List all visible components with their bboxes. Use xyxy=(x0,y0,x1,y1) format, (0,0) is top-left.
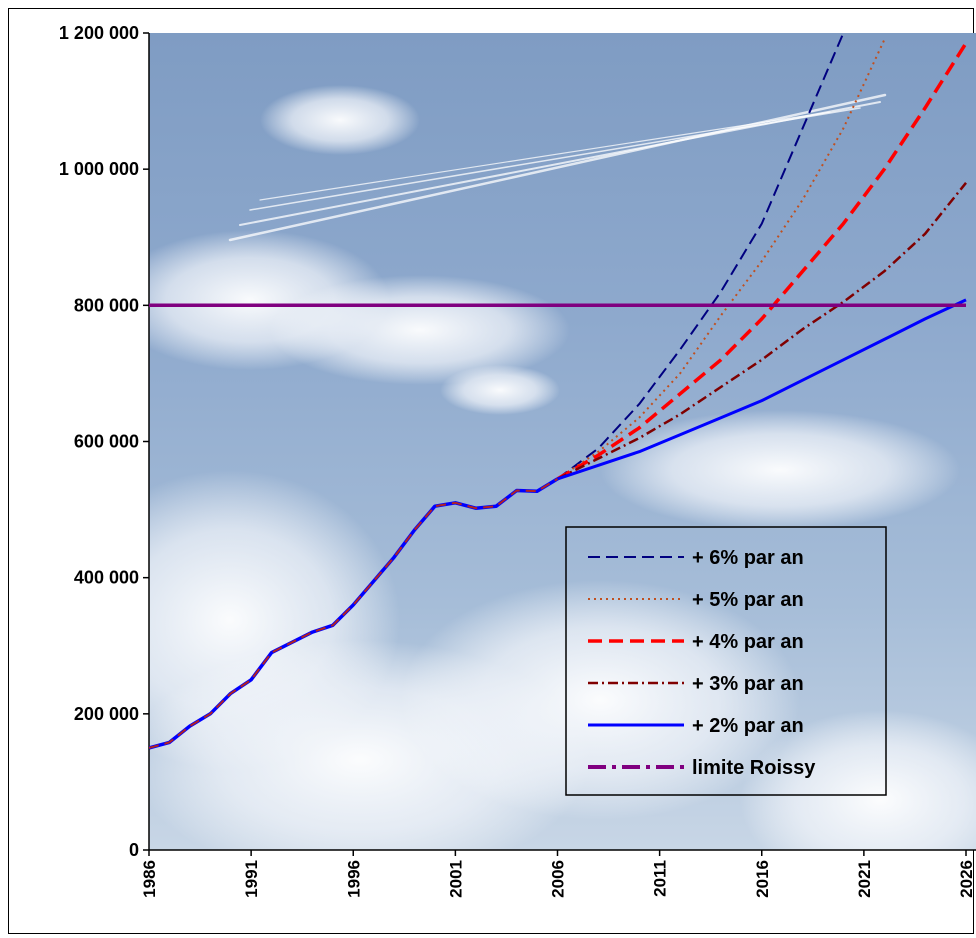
x-tick-label: 2011 xyxy=(651,860,670,897)
y-ticks: 0 200 000 400 000 600 000 800 000 1 000 000 1 … xyxy=(59,23,149,860)
y-tick-label: 1 000 000 xyxy=(59,159,139,179)
cloud xyxy=(600,410,960,530)
series-line-6-par-an xyxy=(556,33,845,480)
legend-label: + 3% par an xyxy=(692,673,804,695)
series-line-4-par-an xyxy=(556,42,968,481)
y-tick-label: 800 000 xyxy=(74,295,139,315)
historical-line-overlay xyxy=(149,478,559,749)
contrails xyxy=(228,93,887,242)
x-tick-label: 1991 xyxy=(242,860,261,898)
y-tick-label: 400 000 xyxy=(74,568,139,588)
legend-label: + 2% par an xyxy=(692,715,804,737)
legend-label: limite Roissy xyxy=(692,757,816,779)
y-tick-label: 0 xyxy=(129,840,139,860)
legend-box xyxy=(565,526,887,796)
y-tick-label: 600 000 xyxy=(74,432,139,452)
cloud xyxy=(740,710,976,850)
series-lines xyxy=(149,33,968,750)
series-line-3-par-an xyxy=(556,182,967,481)
cloud xyxy=(400,580,800,820)
x-tick-label: 1996 xyxy=(344,860,363,898)
x-tick-label: 2016 xyxy=(753,860,772,898)
y-tick-label: 1 200 000 xyxy=(59,23,139,43)
x-tick-label: 2026 xyxy=(957,860,976,898)
legend-label: + 5% par an xyxy=(692,589,804,611)
cloud xyxy=(260,85,420,155)
series-line-5-par-an xyxy=(556,39,886,480)
x-tick-label: 2021 xyxy=(855,860,874,898)
legend-label: + 6% par an xyxy=(692,547,804,569)
x-tick-label: 2006 xyxy=(549,860,568,898)
legend: + 6% par an + 5% par an + 4% par an + 3% pa… xyxy=(565,526,887,796)
x-tick-label: 2001 xyxy=(446,860,465,898)
cloud xyxy=(440,365,560,415)
y-tick-label: 200 000 xyxy=(74,704,139,724)
legend-label: + 4% par an xyxy=(692,631,804,653)
x-tick-label: 1986 xyxy=(140,860,159,898)
cloud xyxy=(270,275,570,385)
x-ticks: 1986 1991 1996 2001 2006 2011 2016 2021 2026 xyxy=(140,850,976,898)
series-line-2-par-an xyxy=(557,298,967,481)
sky-background xyxy=(149,33,976,850)
